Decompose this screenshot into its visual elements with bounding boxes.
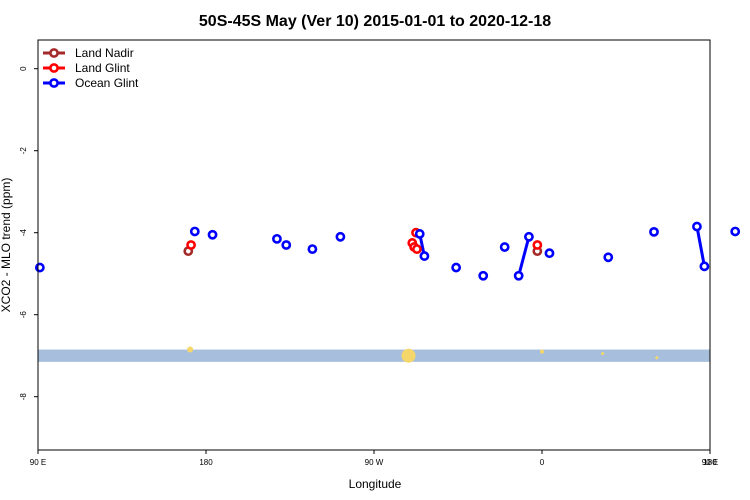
- y-tick-label-1: -2: [19, 147, 28, 155]
- plot-frame: [37, 39, 711, 451]
- y-tick-label-3: -6: [19, 311, 28, 319]
- legend-label-0: Land Nadir: [75, 46, 134, 60]
- series-2-point-6: [335, 231, 346, 242]
- x-tick-label-0: 90 E: [30, 458, 46, 467]
- series-2-point-18: [699, 261, 710, 272]
- x-tick-label-5: 180: [703, 458, 717, 467]
- series-2-point-2: [207, 229, 218, 240]
- series-2-segment-2: [695, 226, 706, 267]
- x-tick-label-1: 180: [199, 458, 213, 467]
- x-tick-label-2: 90 W: [365, 458, 384, 467]
- y-axis-label: XCO2 - MLO trend (ppm): [0, 178, 13, 313]
- series-1-point-4: [412, 244, 422, 254]
- series-2-point-4: [281, 240, 292, 250]
- series-layer: [34, 221, 741, 281]
- series-2-point-14: [544, 248, 555, 259]
- series-2-point-10: [478, 270, 489, 281]
- band-rect: [38, 349, 710, 362]
- x-tick-label-4: 90 E: [702, 458, 718, 467]
- y-axis: 0 -2 -4 -6 -8: [19, 66, 38, 400]
- series-2-point-13: [524, 231, 534, 242]
- series-2-point-7: [414, 229, 425, 239]
- series-2-point-3: [272, 233, 282, 244]
- series-2-point-19: [730, 226, 741, 237]
- legend-marker-1: [49, 63, 59, 73]
- x-axis-label: Longitude: [349, 477, 402, 491]
- band-marker-0: [187, 346, 194, 353]
- series-2-point-9: [451, 262, 462, 273]
- series-2-point-16: [649, 226, 659, 237]
- series-1-point-5: [532, 240, 543, 250]
- chart-title: 50S-45S May (Ver 10) 2015-01-01 to 2020-…: [199, 13, 551, 30]
- legend-label-1: Land Glint: [75, 61, 130, 75]
- y-tick-label-4: -8: [19, 393, 28, 401]
- series-2-point-15: [603, 252, 614, 263]
- map-band: [38, 346, 710, 363]
- series-2-point-0: [34, 262, 45, 273]
- series-2-point-12: [513, 270, 524, 281]
- legend-label-2: Ocean Glint: [75, 76, 139, 90]
- x-tick-label-3: 0: [540, 458, 545, 467]
- band-marker-4: [655, 356, 659, 360]
- legend-marker-2: [49, 78, 59, 88]
- band-marker-3: [601, 352, 605, 356]
- y-tick-label-2: -4: [19, 229, 28, 237]
- series-2-point-1: [189, 226, 200, 237]
- series-2-point-17: [692, 221, 702, 232]
- series-2-point-11: [499, 242, 510, 252]
- series-2-point-5: [307, 244, 318, 254]
- series-2-point-8: [419, 251, 430, 261]
- band-marker-1: [401, 348, 416, 363]
- band-marker-2: [540, 349, 544, 354]
- series-2-segment-1: [517, 236, 531, 277]
- y-tick-label-0: 0: [19, 66, 28, 71]
- series-1-point-0: [186, 240, 196, 250]
- legend-marker-0: [49, 48, 59, 58]
